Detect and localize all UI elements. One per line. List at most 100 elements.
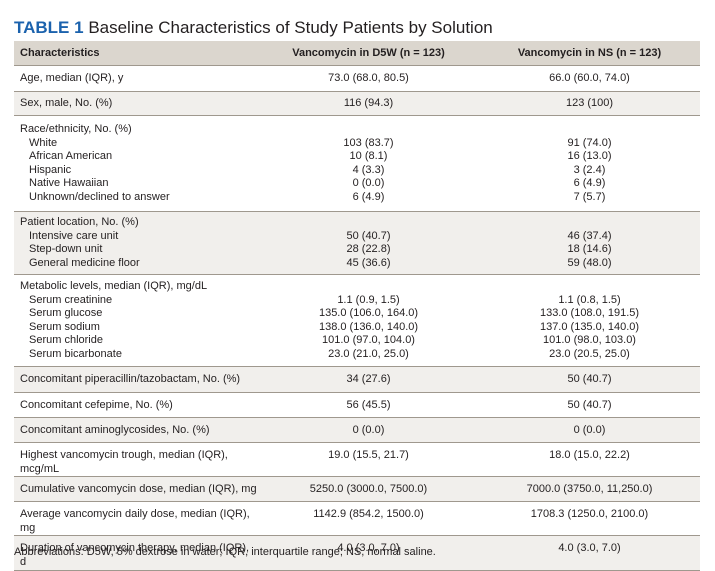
ns-value: 91 (74.0): [567, 136, 612, 149]
ns-value: 50 (40.7): [567, 373, 612, 385]
table-caption: TABLE 1 Baseline Characteristics of Stud…: [14, 18, 493, 38]
d5w-value: 4.0 (3.0, 7.0): [337, 542, 400, 555]
ns-value: 23.0 (20.5, 25.0): [549, 347, 630, 360]
sub-row-label: Unknown/declined to answer: [29, 190, 170, 203]
ns-value: 0 (0.0): [573, 424, 606, 436]
table-row: Patient location, No. (%) Intensive care …: [14, 211, 700, 275]
ns-value-cell: 123 (100): [479, 91, 700, 116]
sub-row-label: Serum glucose: [29, 307, 103, 320]
d5w-value-cell: 1142.9 (854.2, 1500.0): [258, 501, 479, 537]
row-label: Patient location, No. (%): [20, 216, 139, 228]
ns-value: 1708.3 (1250.0, 2100.0): [530, 508, 649, 521]
row-label: Highest vancomycin trough, median (IQR),…: [20, 449, 228, 475]
d5w-value: 135.0 (106.0, 164.0): [318, 307, 419, 320]
d5w-value-cell: 4.0 (3.0, 7.0): [258, 535, 479, 571]
row-label-cell: Age, median (IQR), y: [14, 65, 258, 92]
d5w-value: 28 (22.8): [346, 243, 391, 256]
row-label: Concomitant cefepime, No. (%): [20, 399, 173, 411]
header-row: Characteristics Vancomycin in D5W (n = 1…: [14, 41, 700, 66]
ns-value-cell: 18.0 (15.0, 22.2): [479, 442, 700, 478]
d5w-value: 73.0 (68.0, 80.5): [328, 72, 409, 84]
ns-value-cell: 46 (37.4) 18 (14.6) 59 (48.0): [479, 211, 700, 275]
d5w-value: 10 (8.1): [349, 150, 388, 163]
d5w-value: 50 (40.7): [346, 229, 391, 242]
ns-value: 133.0 (108.0, 191.5): [539, 307, 640, 320]
ns-value: 101.0 (98.0, 103.0): [543, 334, 636, 347]
row-label: Age, median (IQR), y: [20, 72, 124, 84]
row-label: Average vancomycin daily dose, median (I…: [20, 508, 250, 534]
row-label: Cumulative vancomycin dose, median (IQR)…: [20, 483, 257, 496]
blank-line: [479, 280, 700, 294]
row-label: Metabolic levels, median (IQR), mg/dL: [20, 280, 208, 292]
d5w-value: 138.0 (136.0, 140.0): [318, 320, 419, 333]
row-label: Concomitant aminoglycosides, No. (%): [20, 424, 210, 436]
d5w-value-cell: 56 (45.5): [258, 392, 479, 418]
table-row: Duration of vancomycin therapy, median (…: [14, 535, 700, 571]
sub-row-label: Serum bicarbonate: [29, 347, 122, 360]
ns-value-cell: 4.0 (3.0, 7.0): [479, 535, 700, 571]
table-number: TABLE 1: [14, 18, 84, 37]
table-row: Race/ethnicity, No. (%) White African Amer…: [14, 115, 700, 212]
ns-value-cell: 1708.3 (1250.0, 2100.0): [479, 501, 700, 537]
row-label-cell: Race/ethnicity, No. (%) White African Amer…: [14, 115, 258, 212]
ns-value-cell: 50 (40.7): [479, 392, 700, 418]
d5w-value-cell: 34 (27.6): [258, 366, 479, 393]
header-ns: Vancomycin in NS (n = 123): [479, 41, 700, 66]
d5w-value-cell: 50 (40.7) 28 (22.8) 45 (36.6): [258, 211, 479, 275]
header-d5w: Vancomycin in D5W (n = 123): [258, 41, 479, 66]
blank-line: [258, 216, 479, 230]
ns-value: 6 (4.9): [573, 177, 606, 190]
d5w-value: 56 (45.5): [346, 399, 391, 411]
d5w-value: 45 (36.6): [346, 256, 391, 269]
table-row: Highest vancomycin trough, median (IQR),…: [14, 442, 700, 478]
d5w-value: 6 (4.9): [352, 190, 385, 203]
row-label: Race/ethnicity, No. (%): [20, 123, 132, 135]
row-label-cell: Concomitant piperacillin/tazobactam, No.…: [14, 366, 258, 393]
table-row: Metabolic levels, median (IQR), mg/dL Ser…: [14, 274, 700, 367]
sub-row-label: Serum chloride: [29, 334, 103, 347]
ns-value-cell: 0 (0.0): [479, 417, 700, 443]
d5w-value-cell: 103 (83.7) 10 (8.1) 4 (3.3) 0 (0.0) 6 (4.9): [258, 115, 479, 212]
blank-line: [258, 123, 479, 137]
table-row: Concomitant piperacillin/tazobactam, No.…: [14, 366, 700, 393]
sub-row-label: African American: [29, 150, 113, 163]
row-label: Duration of vancomycin therapy, median (…: [20, 542, 250, 568]
sub-row-label: Intensive care unit: [29, 229, 119, 242]
d5w-value: 4 (3.3): [352, 163, 385, 176]
d5w-value: 23.0 (21.0, 25.0): [328, 347, 409, 360]
row-label-cell: Highest vancomycin trough, median (IQR),…: [14, 442, 258, 478]
d5w-value-cell: 73.0 (68.0, 80.5): [258, 65, 479, 92]
row-label-cell: Concomitant aminoglycosides, No. (%): [14, 417, 258, 443]
table-row: Concomitant cefepime, No. (%) 56 (45.5) 50…: [14, 392, 700, 418]
row-label-cell: Patient location, No. (%) Intensive care …: [14, 211, 258, 275]
row-label: Sex, male, No. (%): [20, 97, 113, 109]
sub-row-label: Native Hawaiian: [29, 177, 109, 190]
d5w-value: 116 (94.3): [343, 97, 394, 109]
ns-value: 7 (5.7): [573, 190, 606, 203]
row-label-cell: Sex, male, No. (%): [14, 91, 258, 116]
ns-value: 137.0 (135.0, 140.0): [539, 320, 640, 333]
d5w-value-cell: 0 (0.0): [258, 417, 479, 443]
d5w-value: 103 (83.7): [343, 136, 394, 149]
table-row: Average vancomycin daily dose, median (I…: [14, 501, 700, 537]
d5w-value: 34 (27.6): [346, 373, 391, 385]
row-label-cell: Cumulative vancomycin dose, median (IQR)…: [14, 476, 258, 503]
ns-value: 4.0 (3.0, 7.0): [558, 542, 621, 555]
sub-row-label: General medicine floor: [29, 256, 140, 269]
ns-value-cell: 66.0 (60.0, 74.0): [479, 65, 700, 92]
blank-line: [479, 123, 700, 137]
characteristics-table: Characteristics Vancomycin in D5W (n = 1…: [14, 41, 700, 571]
d5w-value: 1.1 (0.9, 1.5): [337, 293, 400, 306]
table-row: Cumulative vancomycin dose, median (IQR)…: [14, 476, 700, 503]
table-row: Concomitant aminoglycosides, No. (%) 0 (0…: [14, 417, 700, 443]
sub-row-label: Hispanic: [29, 163, 72, 176]
ns-value: 46 (37.4): [567, 229, 612, 242]
ns-value: 7000.0 (3750.0, 11,250.0): [526, 483, 653, 496]
d5w-value: 1142.9 (854.2, 1500.0): [313, 508, 424, 521]
row-label-cell: Average vancomycin daily dose, median (I…: [14, 501, 258, 537]
sub-row-label: Serum sodium: [29, 320, 100, 333]
ns-value: 1.1 (0.8, 1.5): [558, 293, 621, 306]
d5w-value-cell: 5250.0 (3000.0, 7500.0): [258, 476, 479, 503]
ns-value: 3 (2.4): [573, 163, 606, 176]
ns-value: 123 (100): [565, 97, 614, 109]
